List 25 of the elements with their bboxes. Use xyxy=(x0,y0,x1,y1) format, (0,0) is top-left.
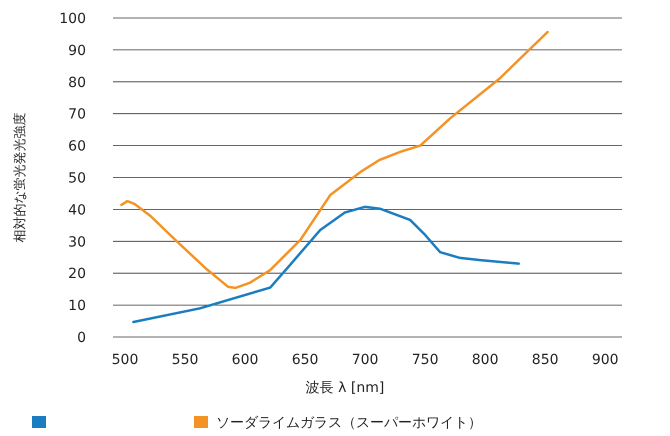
y-tick-label: 50 xyxy=(68,170,86,186)
x-tick-label: 700 xyxy=(352,352,378,368)
y-tick-label: 0 xyxy=(77,330,86,346)
x-tick-label: 850 xyxy=(532,352,559,368)
x-tick-label: 650 xyxy=(292,352,318,368)
line-series xyxy=(120,30,549,290)
y-tick-label: 30 xyxy=(68,234,86,250)
y-tick-label: 20 xyxy=(68,266,86,282)
y-tick-label: 90 xyxy=(68,42,86,59)
y-tick-label: 10 xyxy=(68,298,86,314)
x-axis-title: 波長 λ [nm] xyxy=(306,380,384,396)
y-tick-label: 100 xyxy=(59,11,86,27)
x-tick-label: 600 xyxy=(232,352,258,368)
x-tick-label: 550 xyxy=(172,352,198,368)
line-series xyxy=(132,206,520,324)
y-axis-title: 相対的な蛍光発光強度 xyxy=(12,112,28,242)
y-tick-label: 60 xyxy=(68,138,86,155)
legend-label: ソーダライムガラス（スーパーホワイト） xyxy=(216,415,482,431)
y-tick-label: 40 xyxy=(68,202,86,218)
y-tick-label: 80 xyxy=(68,74,86,91)
x-tick-label: 750 xyxy=(412,352,438,368)
x-tick-label: 800 xyxy=(472,352,499,368)
x-tick-label: 900 xyxy=(592,352,619,368)
x-tick-label: 500 xyxy=(112,352,138,368)
y-tick-label: 70 xyxy=(68,106,86,123)
